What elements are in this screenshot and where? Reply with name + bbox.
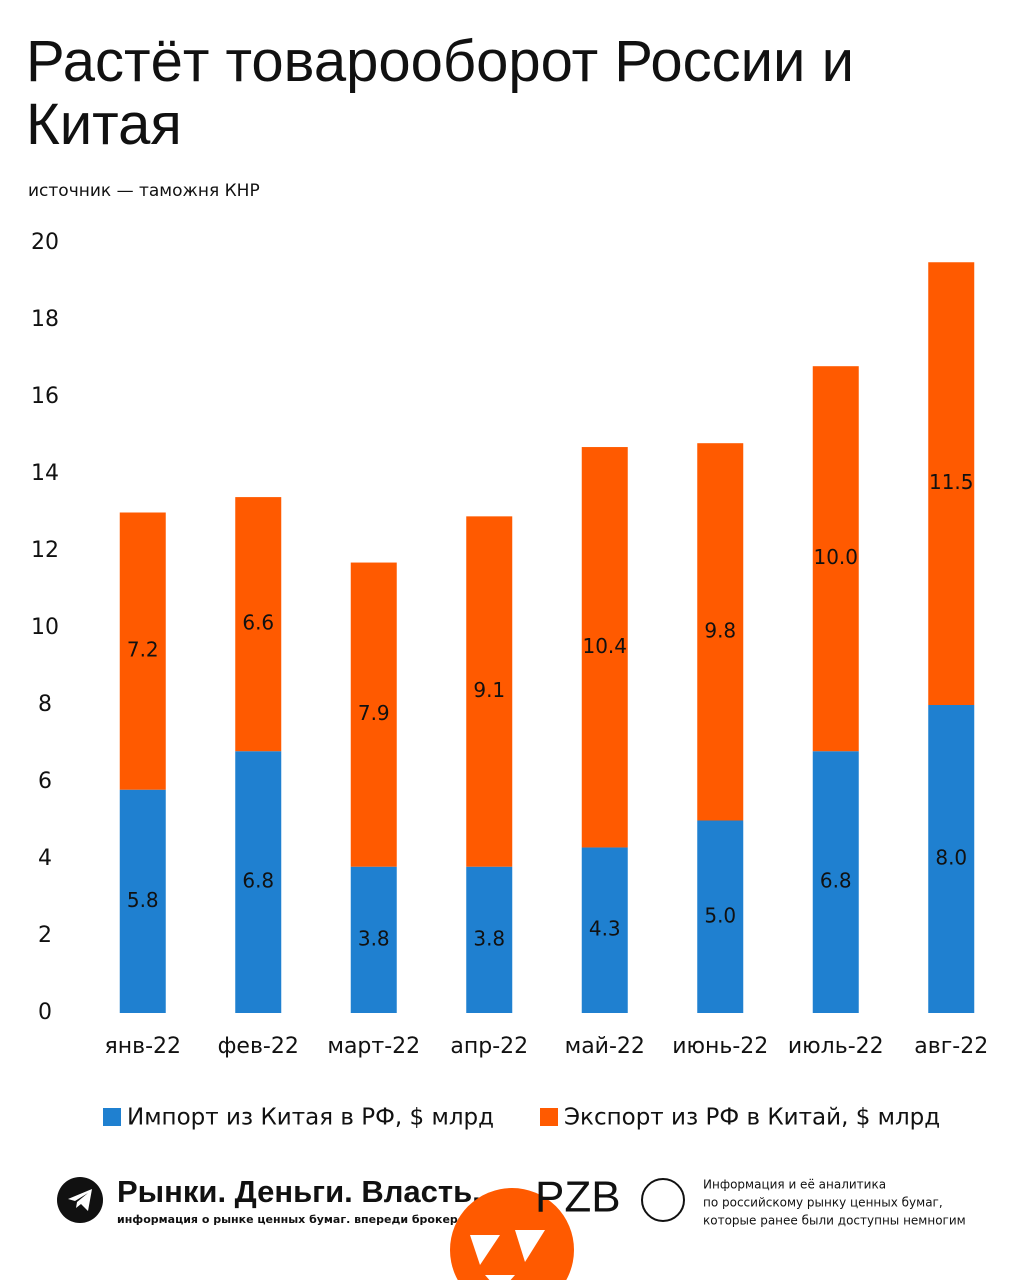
telegram-plane xyxy=(68,1189,92,1211)
y-tick-label: 4 xyxy=(38,846,52,871)
bar-segment xyxy=(812,751,859,1013)
x-tick-label: янв-22 xyxy=(104,1034,181,1059)
x-tick-label: авг-22 xyxy=(914,1034,988,1059)
bar-segment xyxy=(581,847,628,1013)
data-label: 6.8 xyxy=(820,869,852,893)
data-label: 11.5 xyxy=(929,470,974,494)
data-label: 9.8 xyxy=(704,618,736,642)
description: по российскому рынку ценных бумаг, xyxy=(703,1196,943,1210)
y-tick-label: 2 xyxy=(38,923,52,948)
y-tick-label: 20 xyxy=(31,230,59,255)
data-label: 5.8 xyxy=(127,888,159,912)
data-label: 7.9 xyxy=(358,701,390,725)
bar-segment xyxy=(697,443,744,821)
bar-segment xyxy=(581,447,628,848)
y-tick-label: 6 xyxy=(38,769,52,794)
legend-swatch xyxy=(540,1108,558,1126)
data-label: 9.1 xyxy=(473,678,505,702)
data-label: 8.0 xyxy=(935,846,967,870)
bar-segment xyxy=(119,512,166,790)
data-label: 4.3 xyxy=(589,917,621,941)
x-tick-label: май-22 xyxy=(565,1034,645,1059)
bar-segment xyxy=(350,866,397,1013)
legend-label: Экспорт из РФ в Китай, $ млрд xyxy=(564,1105,940,1131)
data-label: 6.6 xyxy=(242,611,274,635)
brand: Рынки. Деньги. Власть. xyxy=(117,1174,481,1209)
data-label: 3.8 xyxy=(473,926,505,950)
title-box: Растёт товарооборот России и Китая xyxy=(26,30,854,157)
description: которые ранее были доступны немногим xyxy=(703,1214,966,1228)
bar-segment xyxy=(928,262,975,705)
bar-segment xyxy=(812,366,859,752)
bar-segment xyxy=(466,866,513,1013)
y-tick-label: 14 xyxy=(31,461,59,486)
x-tick-label: июнь-22 xyxy=(672,1034,768,1059)
copyright-mark xyxy=(641,1178,685,1222)
bar-segment xyxy=(235,751,282,1013)
x-tick-label: июль-22 xyxy=(788,1034,884,1059)
x-tick-label: апр-22 xyxy=(450,1034,528,1059)
data-label: 10.4 xyxy=(582,634,627,658)
data-label: 7.2 xyxy=(127,638,159,662)
data-label: 5.0 xyxy=(704,903,736,927)
y-tick-label: 18 xyxy=(31,307,59,332)
description: Информация и её аналитика xyxy=(703,1178,886,1192)
logo-stripes xyxy=(470,1230,545,1280)
bar-segment xyxy=(466,516,513,867)
plot: 0 2 4 6 8 10 12 14 16 18 20 янв-22 5.8 7.2 фев-22 6.8 6.… xyxy=(31,230,988,1131)
bar-segment xyxy=(350,562,397,867)
tagline: информация о рынке ценных бумаг. впереди… xyxy=(117,1213,537,1226)
data-label: 3.8 xyxy=(358,926,390,950)
data-label: 6.8 xyxy=(242,869,274,893)
legend-swatch xyxy=(103,1108,121,1126)
bar-segment xyxy=(928,705,975,1013)
logo: PZB xyxy=(535,1173,621,1222)
y-tick-label: 12 xyxy=(31,538,59,563)
legend-label: Импорт из Китая в РФ, $ млрд xyxy=(127,1105,494,1131)
y-tick-label: 0 xyxy=(38,1000,52,1025)
bar-segment xyxy=(119,789,166,1013)
bar-segment xyxy=(697,820,744,1013)
data-label: 10.0 xyxy=(813,545,858,569)
y-tick-label: 8 xyxy=(38,692,52,717)
x-tick-label: март-22 xyxy=(327,1034,420,1059)
chart-subtitle: источник — таможня КНР xyxy=(28,181,260,201)
y-tick-label: 16 xyxy=(31,384,59,409)
y-tick-label: 10 xyxy=(31,615,59,640)
chart-title: Растёт товарооборот России и Китая xyxy=(26,30,854,157)
x-tick-label: фев-22 xyxy=(218,1034,299,1059)
bar-segment xyxy=(235,497,282,752)
